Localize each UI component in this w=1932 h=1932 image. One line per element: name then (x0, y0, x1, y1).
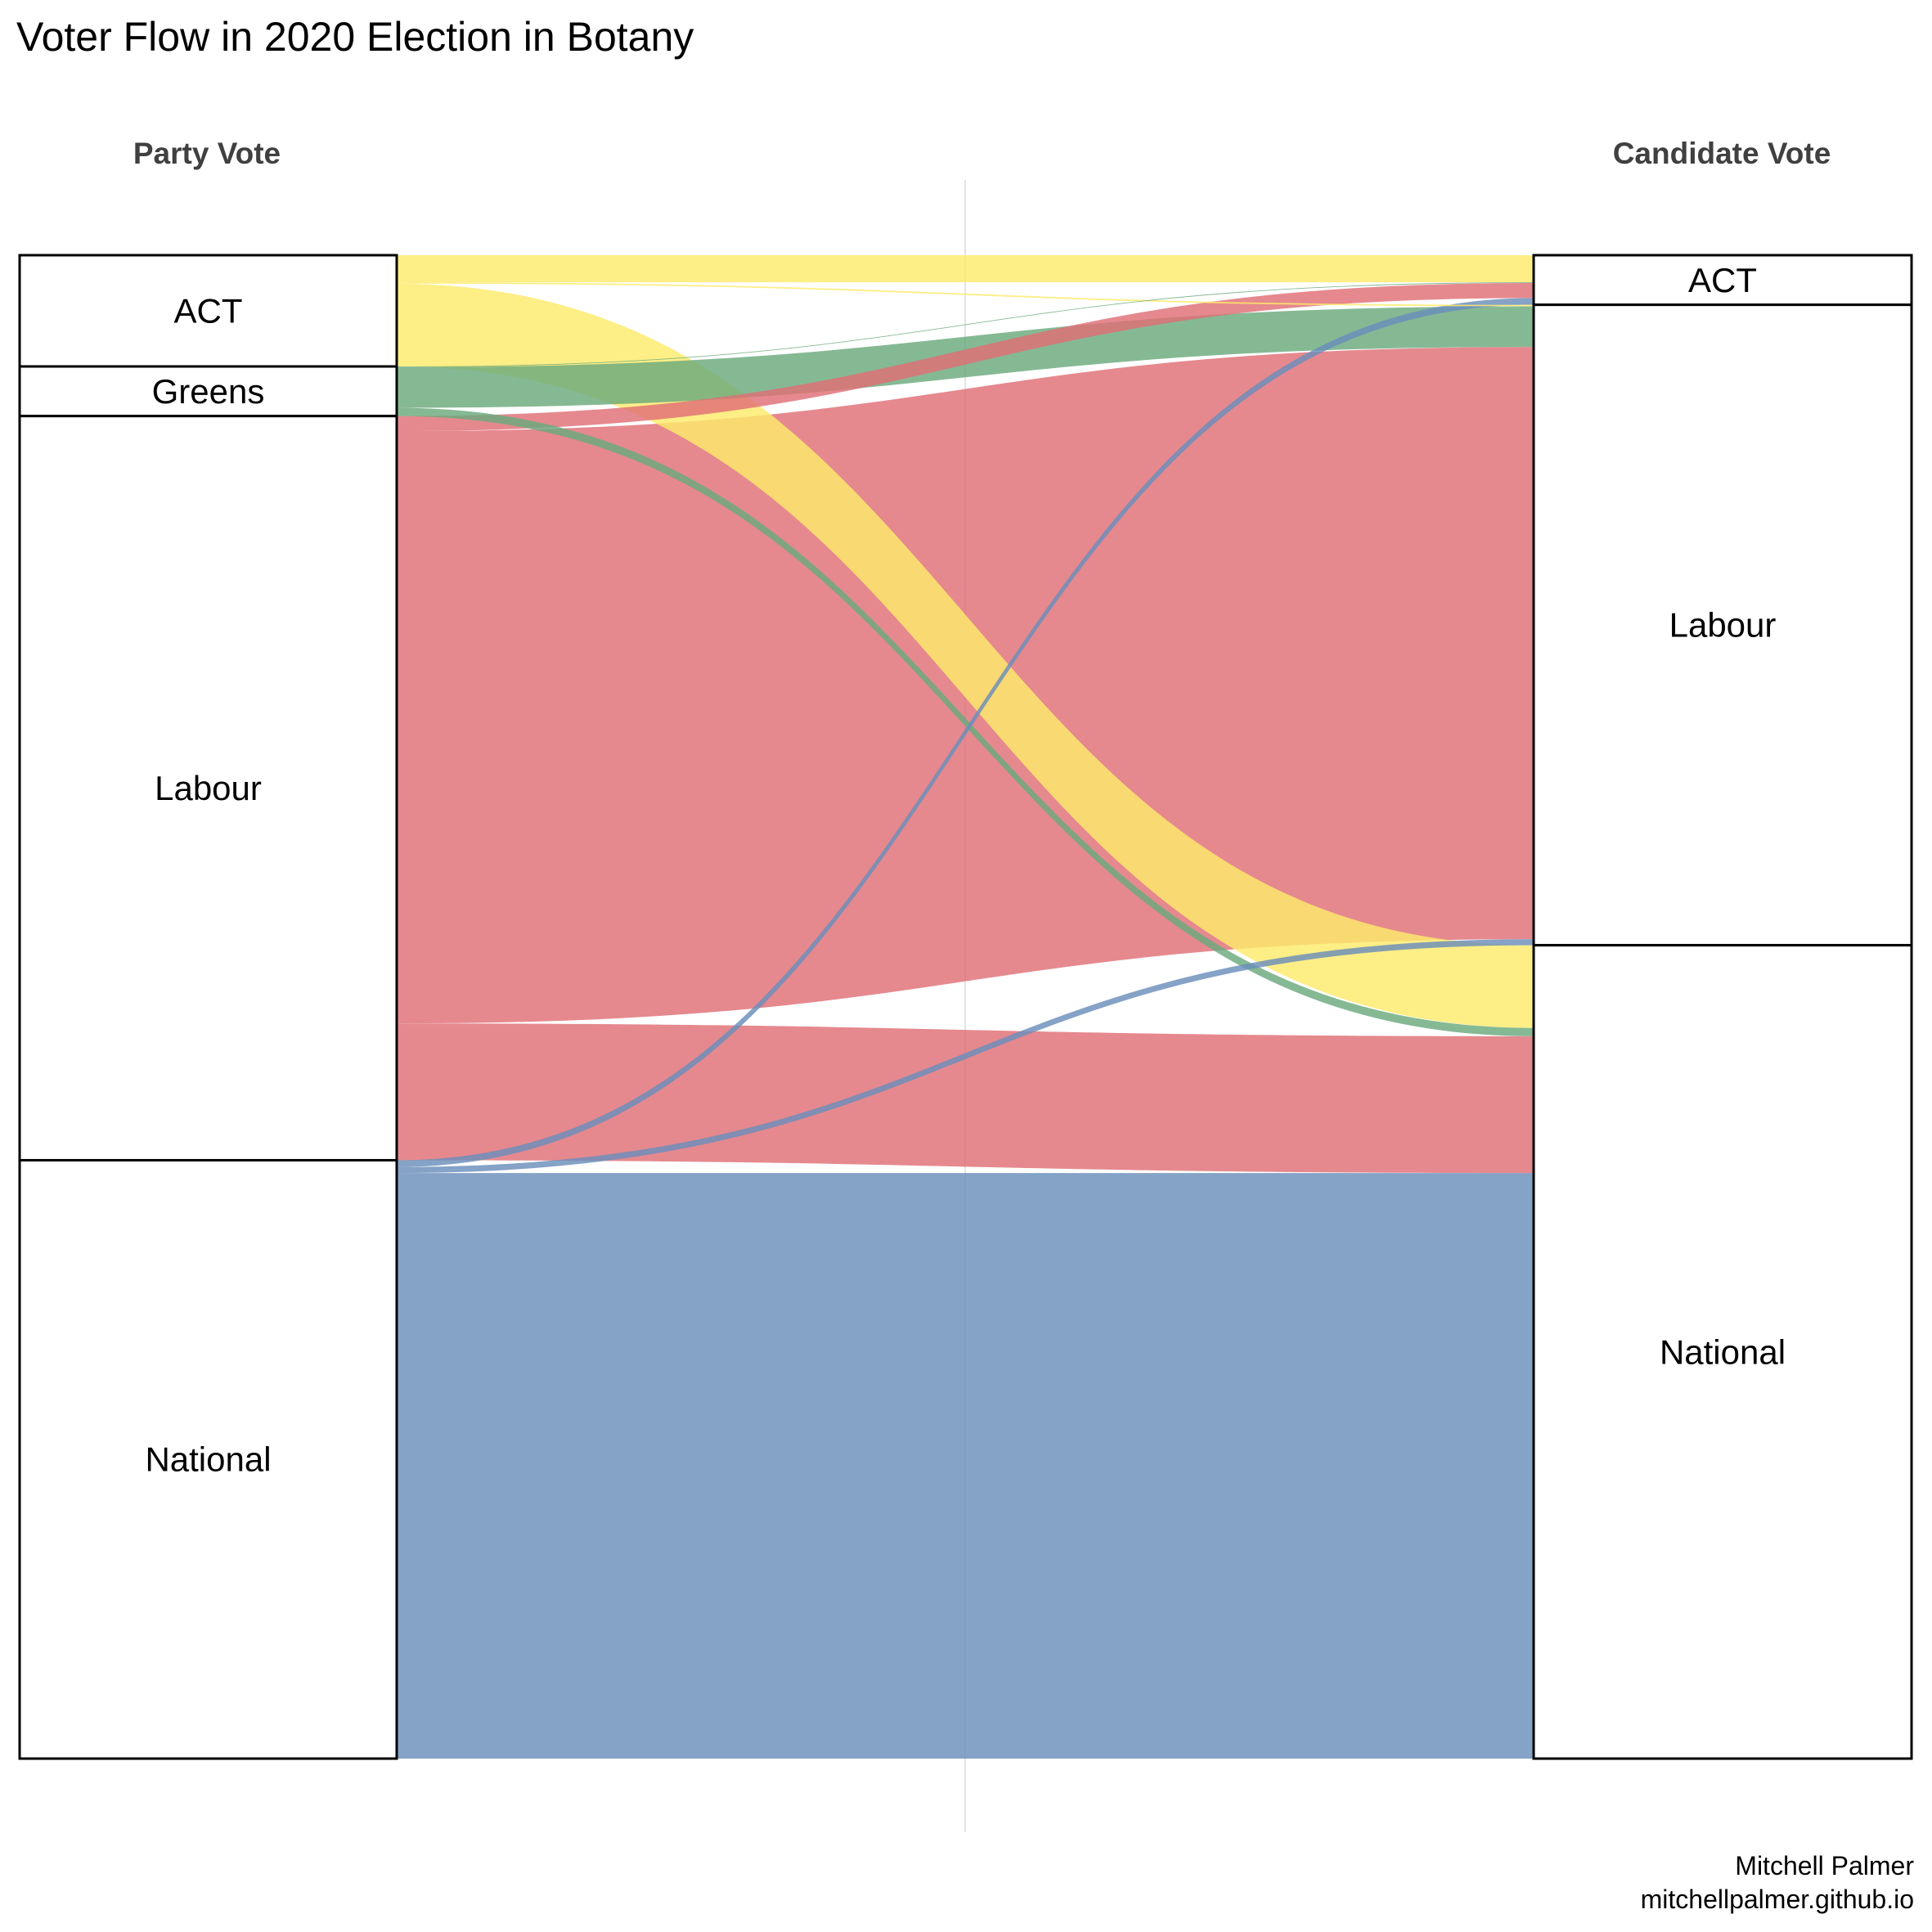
flow-national-to-labour (397, 939, 1534, 1174)
right-node-national (1532, 944, 1913, 1760)
left-node-greens (18, 365, 398, 418)
flow-national-to-national (397, 1173, 1534, 1759)
right-node-label-labour: Labour (1669, 606, 1777, 645)
right-node-labour (1532, 303, 1913, 947)
flow-labour-to-national (397, 1023, 1534, 1174)
caption-line-2: mitchellpalmer.github.io (1641, 1885, 1914, 1914)
flow-act-to-national (397, 283, 1534, 1028)
left-node-national (18, 1158, 398, 1760)
right-node-label-act: ACT (1688, 261, 1757, 299)
flow-national-to-act (397, 298, 1534, 1167)
chart-title: Voter Flow in 2020 Election in Botany (16, 14, 694, 60)
flow-labour-to-act (397, 283, 1534, 432)
left-node-act (18, 254, 398, 368)
right-axis-title: Candidate Vote (1613, 137, 1831, 170)
caption-line-1: Mitchell Palmer (1735, 1851, 1914, 1880)
flows-group (397, 255, 1534, 1759)
left-node-labour (18, 415, 398, 1161)
left-node-label-greens: Greens (152, 372, 265, 411)
flow-act-to-act (397, 255, 1534, 283)
flow-act-to-labour (397, 282, 1534, 307)
left-axis-title: Party Vote (133, 137, 281, 170)
left-node-label-national: National (145, 1440, 271, 1479)
nodes-group: ACT Greens Labour National ACT Labour National (18, 254, 1913, 1760)
left-node-label-labour: Labour (155, 769, 262, 807)
flow-greens-to-act (397, 282, 1534, 367)
flow-greens-to-national (397, 407, 1534, 1036)
left-node-label-act: ACT (174, 292, 243, 330)
right-node-label-national: National (1660, 1332, 1786, 1371)
